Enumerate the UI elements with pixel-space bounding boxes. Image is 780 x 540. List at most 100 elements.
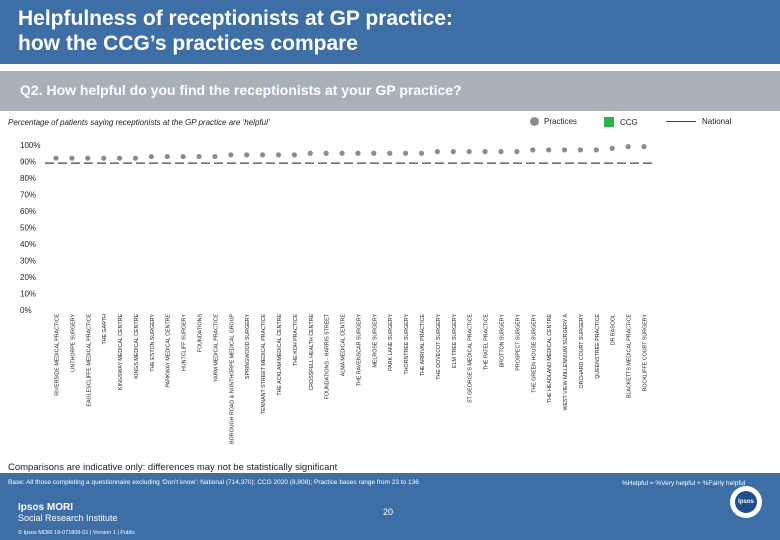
y-tick-label: 40% (20, 240, 36, 249)
practice-point (546, 147, 552, 153)
x-category-label: TENNANT STREET MEDICAL PRACTICE (261, 314, 267, 415)
practice-point (339, 150, 345, 156)
legend-practices: Practices (530, 117, 577, 126)
x-category-label: BOROUGH ROAD & NUNTHORPE MEDICAL GROUP (229, 314, 235, 444)
x-category-label: HUNTCLIFF SURGERY (182, 314, 188, 371)
practice-point (196, 153, 202, 160)
y-tick-label: 60% (20, 207, 36, 216)
x-category-label: CROSSFELL HEALTH CENTRE (309, 314, 315, 391)
x-category-label: THE ESTON SURGERY (150, 314, 156, 372)
legend-national-label: National (702, 117, 732, 126)
practice-point (530, 147, 536, 153)
x-category-label: THE KOH PRACTICE (293, 314, 299, 366)
helpful-formula: %Helpful = %Very helpful + %Fairly helpf… (622, 480, 746, 487)
practice-point (434, 149, 441, 155)
practice-point (609, 145, 615, 151)
x-category-label: PARKWAY MEDICAL CENTRE (166, 314, 172, 388)
y-tick-label: 70% (20, 191, 36, 200)
x-category-label: MELROSE SURGERY (372, 314, 378, 368)
practice-point (275, 152, 282, 158)
x-category-label: THE GARTH (102, 314, 108, 345)
practice-point (577, 147, 584, 153)
footer-band: Base: All those completing a questionnai… (0, 473, 780, 540)
y-tick-label: 100% (20, 141, 40, 150)
y-tick-label: 50% (20, 224, 36, 233)
practice-point (625, 144, 631, 150)
ipsos-badge-label: Ipsos (735, 491, 757, 513)
page-title: Helpfulness of receptionists at GP pract… (18, 6, 453, 56)
page-title-line-2: how the CCG’s practices compare (18, 32, 358, 55)
practice-point (418, 150, 425, 156)
ccg-marker-icon (604, 117, 614, 127)
x-category-label: FOUNDATIONS - HARRIS STREET (325, 313, 331, 399)
practice-point (69, 155, 75, 161)
x-category-label: EAGLESCLIFFE MEDICAL PRACTICE (86, 314, 92, 407)
y-tick-label: 90% (20, 158, 36, 167)
x-category-label: RIVERSIDE MEDICAL PRACTICE (55, 314, 61, 396)
practice-point (514, 149, 520, 155)
practice-point (371, 150, 377, 156)
page-title-line-1: Helpfulness of receptionists at GP pract… (18, 7, 453, 30)
logo-line-2: Social Research Institute (18, 513, 118, 523)
x-category-label: PARK LANE SURGERY (388, 314, 394, 371)
x-category-label: THE DOVECOT SURGERY (436, 314, 442, 380)
x-category-label: BLACKETTS MEDICAL PRACTICE (627, 314, 633, 398)
practice-point (101, 155, 107, 161)
y-tick-label: 80% (20, 174, 36, 183)
chart-subtitle: Percentage of patients saying receptioni… (8, 118, 270, 127)
practice-point (116, 155, 123, 161)
x-category-label: KINGS MEDICAL CENTRE (134, 314, 140, 379)
x-category-label: SPRINGWOOD SURGERY (245, 314, 251, 379)
x-category-label: THE RAVENSCAR SURGERY (356, 314, 362, 387)
x-category-label: THE HEADLAND MEDICAL CENTRE (547, 314, 553, 403)
y-tick-label: 0% (20, 306, 32, 315)
practice-marker-icon (530, 117, 539, 126)
footer-text: © Ipsos MORI 19-071809-01 | Version 1 | … (18, 530, 136, 536)
x-category-label: ORCHARD COURT SURGERY (579, 314, 585, 389)
x-category-label: LINTHORPE SURGERY (70, 314, 76, 372)
practice-point (53, 155, 59, 161)
practice-point (132, 155, 139, 161)
x-category-label: BROTTON SURGERY (499, 314, 505, 368)
x-category-label: ROCKLIFFE COURT SURGERY (643, 314, 649, 392)
practice-point (164, 153, 170, 160)
x-category-label: ALMA MEDICAL CENTRE (341, 314, 347, 377)
x-category-label: ST GEORGE'S MEDICAL PRACTICE (468, 314, 474, 403)
x-category-label: FOUNDATIONS (198, 314, 204, 353)
x-category-label: THE ARRIVAL PRACTICE (420, 314, 426, 377)
x-category-label: WEST VIEW MILLENNIUM SURGERY A (563, 314, 569, 411)
x-category-label: THE PATEL PRACTICE (484, 314, 490, 371)
practice-chart: 0% 10% 20% 30% 40% 50% 60% 70% 80% 90% 100% RIVERSI… (20, 141, 652, 444)
legend-national: National (666, 117, 731, 126)
practice-point (148, 153, 154, 160)
practice-point (180, 153, 186, 160)
practice-point (228, 152, 234, 158)
x-category-label: QUEENSTREE PRACTICE (595, 314, 601, 379)
practice-point (85, 155, 91, 161)
x-category-label: THE GREEN HOUSE SURGERY (531, 314, 537, 393)
practice-point (466, 149, 472, 155)
legend-ccg-label: CCG (620, 117, 638, 127)
practice-point (403, 150, 409, 156)
national-line-icon (666, 121, 696, 122)
y-tick-label: 10% (20, 290, 36, 299)
x-category-label: PROSPECT SURGERY (515, 314, 521, 371)
header-banner: Helpfulness of receptionists at GP pract… (0, 0, 780, 64)
x-category-label: KINGSWAY MEDICAL CENTRE (118, 314, 124, 390)
x-category-label: YARM MEDICAL PRACTICE (213, 314, 219, 382)
practice-point (450, 149, 456, 155)
page-number: 20 (383, 507, 394, 517)
practice-point (641, 144, 647, 150)
practice-point (561, 147, 568, 153)
comparison-note: Comparisons are indicative only: differe… (8, 462, 338, 473)
legend-practices-label: Practices (544, 117, 577, 126)
base-text: Base: All those completing a questionnai… (8, 479, 419, 486)
practice-point (498, 149, 504, 155)
y-tick-label: 30% (20, 257, 36, 266)
logo-line-1: Ipsos MORI (18, 502, 74, 513)
practice-point (244, 152, 250, 158)
question-text: Q2. How helpful do you find the receptio… (20, 82, 462, 98)
practice-point (212, 153, 218, 160)
y-tick-label: 20% (20, 273, 36, 282)
practice-point (387, 150, 393, 156)
